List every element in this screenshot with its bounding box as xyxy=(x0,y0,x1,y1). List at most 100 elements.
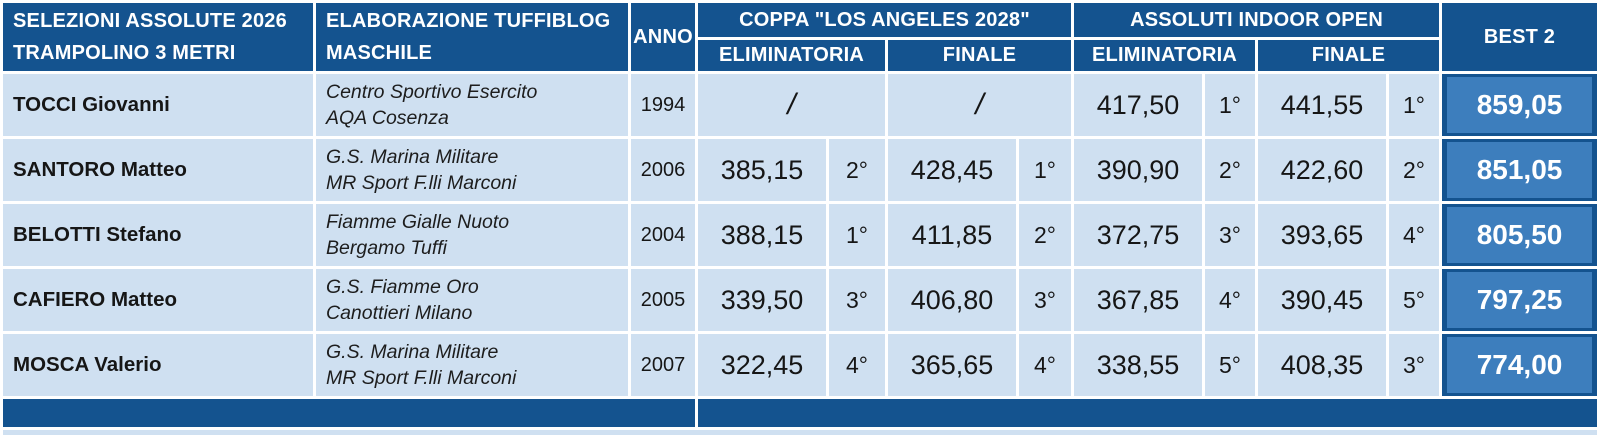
table-subtitle-cell: ELABORAZIONE TUFFIBLOG MASCHILE xyxy=(316,3,628,71)
coppa-eliminatoria-score: 388,15 xyxy=(698,204,826,266)
athlete-year: 2006 xyxy=(631,139,695,201)
best2-cell: 797,25 xyxy=(1442,269,1598,331)
assoluti-eliminatoria-rank: 1° xyxy=(1205,74,1255,136)
coppa-eliminatoria-rank: 2° xyxy=(829,139,885,201)
header-row-phases: ELIMINATORIA FINALE ELIMINATORIA FINALE xyxy=(3,40,1597,71)
assoluti-finale-score: 408,35 xyxy=(1258,334,1386,396)
coppa-finale-score: 428,45 xyxy=(888,139,1016,201)
table-row: TOCCI Giovanni Centro Sportivo Esercito … xyxy=(3,74,1598,136)
column-header-assoluti-finale: FINALE xyxy=(1258,40,1440,71)
assoluti-eliminatoria-score: 390,90 xyxy=(1074,139,1202,201)
best2-value: 797,25 xyxy=(1447,272,1593,328)
subtitle-line-1: ELABORAZIONE TUFFIBLOG xyxy=(326,10,611,32)
assoluti-finale-score: 390,45 xyxy=(1258,269,1386,331)
athlete-club: Centro Sportivo Esercito AQA Cosenza xyxy=(316,74,628,136)
assoluti-finale-rank: 2° xyxy=(1389,139,1440,201)
athlete-name: MOSCA Valerio xyxy=(3,334,313,396)
title-line-1: SELEZIONI ASSOLUTE 2026 xyxy=(13,10,287,32)
header-row-groups: SELEZIONI ASSOLUTE 2026 TRAMPOLINO 3 MET… xyxy=(3,3,1598,71)
column-header-best2: BEST 2 xyxy=(1442,3,1598,71)
best2-value: 851,05 xyxy=(1447,142,1593,198)
club-line-2: MR Sport F.lli Marconi xyxy=(326,367,517,389)
athlete-club: Fiamme Gialle Nuoto Bergamo Tuffi xyxy=(316,204,628,266)
column-header-anno: ANNO xyxy=(631,3,695,71)
coppa-finale-rank: 2° xyxy=(1019,204,1071,266)
coppa-finale-score: / xyxy=(888,74,1071,136)
assoluti-eliminatoria-rank: 4° xyxy=(1205,269,1255,331)
athlete-year: 2005 xyxy=(631,269,695,331)
column-header-coppa-finale: FINALE xyxy=(888,40,1071,71)
table-row: SANTORO Matteo G.S. Marina Militare MR S… xyxy=(3,139,1598,201)
athlete-club: G.S. Marina Militare MR Sport F.lli Marc… xyxy=(316,139,628,201)
coppa-eliminatoria-rank: 4° xyxy=(829,334,885,396)
coppa-finale-rank: 1° xyxy=(1019,139,1071,201)
athlete-year: 1994 xyxy=(631,74,695,136)
assoluti-eliminatoria-score: 372,75 xyxy=(1074,204,1202,266)
athlete-club: G.S. Marina Militare MR Sport F.lli Marc… xyxy=(316,334,628,396)
best2-cell: 774,00 xyxy=(1442,334,1598,396)
club-line-1: Centro Sportivo Esercito xyxy=(326,81,538,103)
column-header-assoluti-eliminatoria: ELIMINATORIA xyxy=(1074,40,1255,71)
assoluti-finale-score: 422,60 xyxy=(1258,139,1386,201)
best2-value: 805,50 xyxy=(1447,207,1593,263)
coppa-finale-score: 365,65 xyxy=(888,334,1016,396)
coppa-eliminatoria-score: 322,45 xyxy=(698,334,826,396)
assoluti-eliminatoria-score: 417,50 xyxy=(1074,74,1202,136)
subtitle-line-2: MASCHILE xyxy=(326,42,433,64)
coppa-eliminatoria-rank: 1° xyxy=(829,204,885,266)
club-line-1: Fiamme Gialle Nuoto xyxy=(326,211,510,233)
assoluti-eliminatoria-rank: 5° xyxy=(1205,334,1255,396)
coppa-eliminatoria-score: 339,50 xyxy=(698,269,826,331)
assoluti-finale-score: 393,65 xyxy=(1258,204,1386,266)
best2-cell: 805,50 xyxy=(1442,204,1598,266)
table-title-cell: SELEZIONI ASSOLUTE 2026 TRAMPOLINO 3 MET… xyxy=(3,3,313,71)
athlete-club: G.S. Fiamme Oro Canottieri Milano xyxy=(316,269,628,331)
athlete-name: BELOTTI Stefano xyxy=(3,204,313,266)
column-header-coppa-eliminatoria: ELIMINATORIA xyxy=(698,40,885,71)
club-line-2: Bergamo Tuffi xyxy=(326,237,448,259)
coppa-eliminatoria-score: / xyxy=(698,74,885,136)
athlete-name: SANTORO Matteo xyxy=(3,139,313,201)
assoluti-finale-rank: 1° xyxy=(1389,74,1440,136)
table-row: BELOTTI Stefano Fiamme Gialle Nuoto Berg… xyxy=(3,204,1598,266)
assoluti-eliminatoria-rank: 2° xyxy=(1205,139,1255,201)
best2-value: 859,05 xyxy=(1447,77,1593,133)
bottom-strip-row xyxy=(3,430,1598,435)
coppa-eliminatoria-score: 385,15 xyxy=(698,139,826,201)
title-line-2: TRAMPOLINO 3 METRI xyxy=(13,42,236,64)
athlete-name: TOCCI Giovanni xyxy=(3,74,313,136)
club-line-2: MR Sport F.lli Marconi xyxy=(326,172,517,194)
table-row: MOSCA Valerio G.S. Marina Militare MR Sp… xyxy=(3,334,1598,396)
footer-bar-right xyxy=(698,399,1598,427)
best2-cell: 859,05 xyxy=(1442,74,1598,136)
assoluti-finale-rank: 5° xyxy=(1389,269,1440,331)
coppa-finale-score: 406,80 xyxy=(888,269,1016,331)
assoluti-finale-rank: 4° xyxy=(1389,204,1440,266)
footer-row xyxy=(3,399,1598,427)
assoluti-finale-rank: 3° xyxy=(1389,334,1440,396)
club-line-1: G.S. Fiamme Oro xyxy=(326,276,479,298)
group-header-assoluti: ASSOLUTI INDOOR OPEN xyxy=(1074,3,1440,37)
best2-cell: 851,05 xyxy=(1442,139,1598,201)
athlete-year: 2004 xyxy=(631,204,695,266)
bottom-strip xyxy=(3,430,1598,435)
assoluti-eliminatoria-score: 367,85 xyxy=(1074,269,1202,331)
assoluti-finale-score: 441,55 xyxy=(1258,74,1386,136)
coppa-finale-score: 411,85 xyxy=(888,204,1016,266)
athlete-name: CAFIERO Matteo xyxy=(3,269,313,331)
footer-bar-left xyxy=(3,399,695,427)
club-line-1: G.S. Marina Militare xyxy=(326,341,499,363)
athlete-year: 2007 xyxy=(631,334,695,396)
best2-value: 774,00 xyxy=(1447,337,1593,393)
club-line-1: G.S. Marina Militare xyxy=(326,146,499,168)
assoluti-eliminatoria-rank: 3° xyxy=(1205,204,1255,266)
table-row: CAFIERO Matteo G.S. Fiamme Oro Canottier… xyxy=(3,269,1598,331)
coppa-eliminatoria-rank: 3° xyxy=(829,269,885,331)
assoluti-eliminatoria-score: 338,55 xyxy=(1074,334,1202,396)
group-header-coppa: COPPA "LOS ANGELES 2028" xyxy=(698,3,1071,37)
club-line-2: Canottieri Milano xyxy=(326,302,473,324)
club-line-2: AQA Cosenza xyxy=(326,107,449,129)
coppa-finale-rank: 4° xyxy=(1019,334,1071,396)
coppa-finale-rank: 3° xyxy=(1019,269,1071,331)
